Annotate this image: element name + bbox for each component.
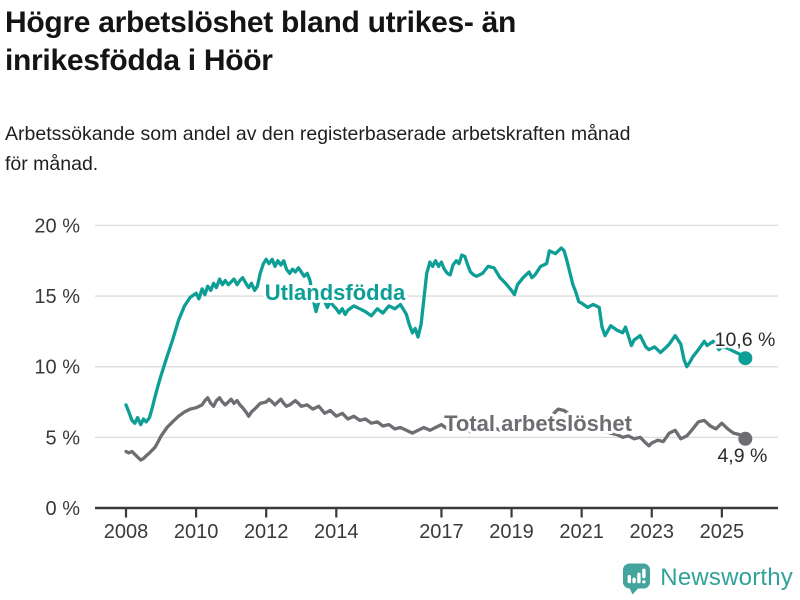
x-axis-label-2014: 2014 xyxy=(314,521,359,543)
x-axis xyxy=(95,506,778,518)
y-axis-label-20: 20 % xyxy=(34,215,80,237)
chart-subtitle-line-1: Arbetssökande som andel av den registerb… xyxy=(5,123,631,145)
y-axis-label-5: 5 % xyxy=(46,427,81,449)
end-dot-utlandsfodda xyxy=(738,351,753,366)
x-axis-label-2017: 2017 xyxy=(419,521,464,543)
newsworthy-wordmark: Newsworthy xyxy=(660,564,793,591)
chart-title: Högre arbetslöshet bland utrikes- än inr… xyxy=(5,4,745,80)
x-axis-label-2021: 2021 xyxy=(559,521,604,543)
y-axis-label-15: 15 % xyxy=(34,286,80,308)
chart-subtitle: Arbetssökande som andel av den registerb… xyxy=(5,119,775,179)
end-dot-total xyxy=(738,431,753,446)
chart-labels: 0 % 5 % 10 % 15 % 20 % 2008 2010 2012 2014 2017 20… xyxy=(34,215,777,543)
x-axis-label-2025: 2025 xyxy=(700,521,745,543)
series-line-utlandsfodda xyxy=(124,246,747,427)
x-axis-label-2008: 2008 xyxy=(104,521,149,543)
x-axis-label-2010: 2010 xyxy=(174,521,219,543)
y-axis-label-0: 0 % xyxy=(46,498,81,520)
chart-title-line-2: inrikesfödda i Höör xyxy=(5,44,273,77)
bar-chart-speech-bubble-icon xyxy=(623,563,651,594)
chart-subtitle-line-2: för månad. xyxy=(5,153,99,175)
gridlines xyxy=(95,224,778,439)
end-value-label-utlandsfodda: 10,6 % xyxy=(715,329,776,351)
series-lines xyxy=(124,246,747,462)
y-axis-label-10: 10 % xyxy=(34,357,80,379)
end-dots xyxy=(738,351,753,446)
x-axis-label-2012: 2012 xyxy=(244,521,289,543)
x-axis-label-2019: 2019 xyxy=(489,521,534,543)
newsworthy-logo[interactable]: Newsworthy xyxy=(622,560,793,596)
chart-title-line-1: Högre arbetslöshet bland utrikes- än xyxy=(5,6,516,39)
series-label-total: Total arbetslöshet xyxy=(444,411,633,436)
series-line-total xyxy=(124,396,747,462)
end-value-label-total: 4,9 % xyxy=(717,445,767,467)
line-chart: 0 % 5 % 10 % 15 % 20 % 2008 2010 2012 2014 2017 20… xyxy=(34,215,778,543)
x-axis-label-2023: 2023 xyxy=(630,521,675,543)
series-label-utlandsfodda: Utlandsfödda xyxy=(265,280,406,305)
